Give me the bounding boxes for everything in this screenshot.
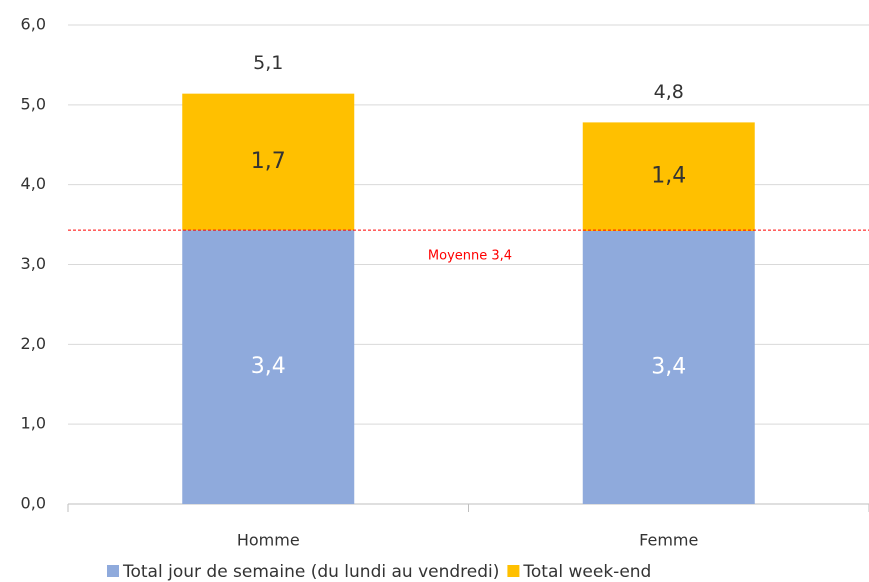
y-tick-label: 4,0 bbox=[21, 174, 46, 193]
value-label: 1,4 bbox=[651, 164, 686, 189]
legend-label: Total week-end bbox=[522, 562, 651, 582]
y-tick-label: 5,0 bbox=[21, 94, 46, 113]
x-tick-label: Homme bbox=[237, 531, 300, 550]
total-label: 4,8 bbox=[654, 81, 684, 103]
y-tick-label: 1,0 bbox=[21, 414, 46, 433]
bar-segment bbox=[582, 122, 755, 231]
legend-swatch bbox=[107, 565, 119, 577]
y-tick-label: 6,0 bbox=[21, 15, 46, 34]
y-tick-label: 3,0 bbox=[21, 254, 46, 273]
value-label: 3,4 bbox=[251, 354, 286, 379]
legend-swatch bbox=[507, 565, 520, 577]
y-tick-label: 2,0 bbox=[21, 334, 46, 353]
x-tick-label: Femme bbox=[639, 531, 698, 550]
bar-segment bbox=[182, 230, 355, 504]
bar-segment bbox=[582, 230, 755, 504]
total-label: 5,1 bbox=[253, 52, 283, 74]
bar-segment bbox=[182, 93, 355, 231]
value-label: 3,4 bbox=[651, 354, 686, 379]
value-label: 1,7 bbox=[251, 149, 286, 174]
legend-label: Total jour de semaine (du lundi au vendr… bbox=[122, 562, 499, 582]
reference-label: Moyenne 3,4 bbox=[428, 249, 512, 264]
y-tick-label: 0,0 bbox=[21, 494, 46, 513]
